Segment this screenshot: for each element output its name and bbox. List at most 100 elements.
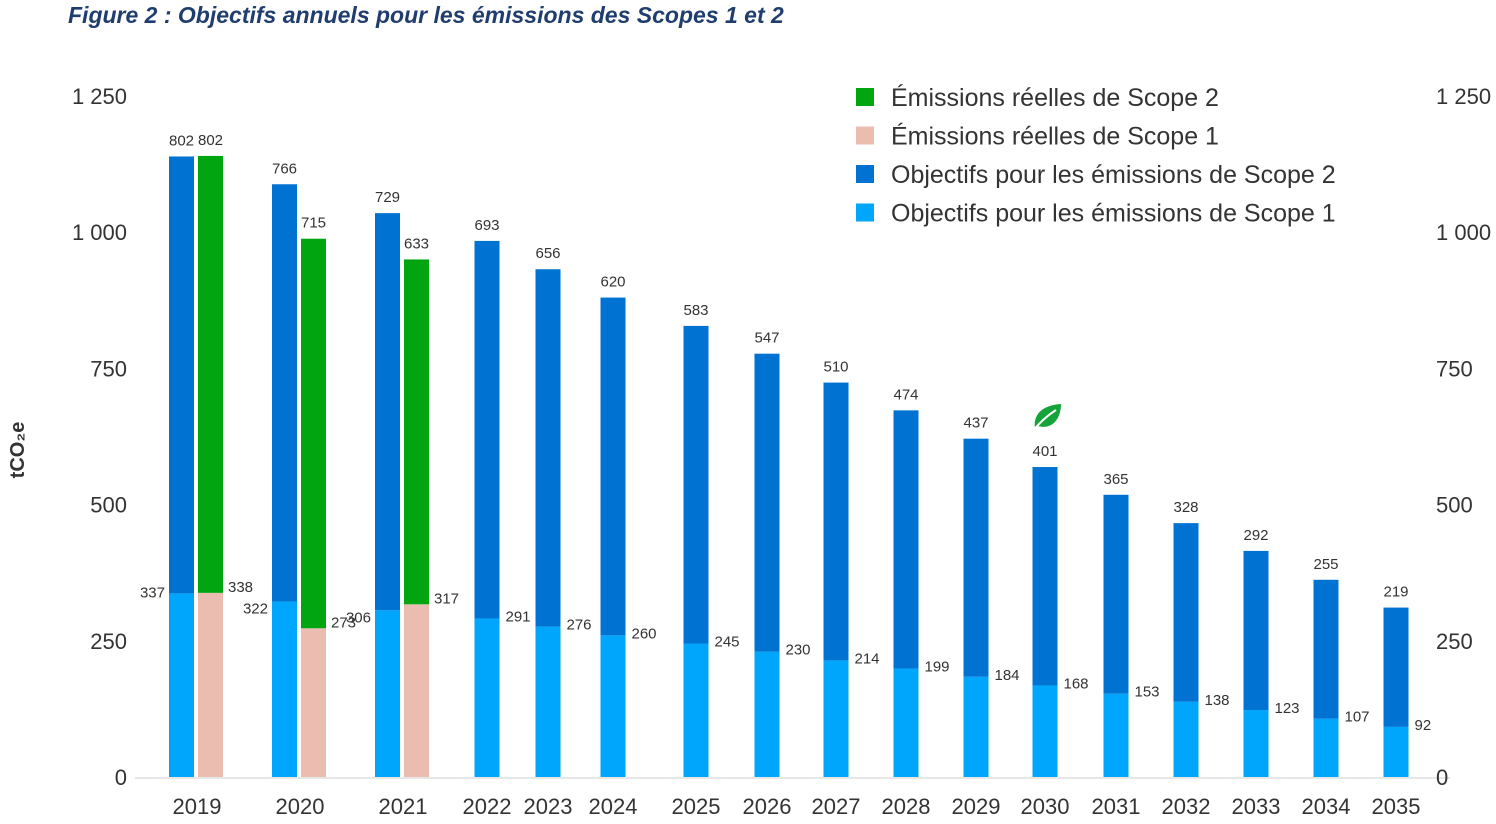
data-label-actual-scope2: 633 xyxy=(404,235,429,252)
data-label-actual-scope1: 317 xyxy=(434,590,459,607)
bar-target-scope2 xyxy=(1032,467,1058,686)
bar-target-scope2 xyxy=(823,382,849,661)
data-label-target-scope1: 107 xyxy=(1345,709,1370,726)
x-tick-label: 2019 xyxy=(173,794,222,819)
y-tick-label-left: 1 250 xyxy=(72,84,127,109)
x-tick-label: 2032 xyxy=(1162,794,1211,819)
x-tick-label: 2024 xyxy=(589,794,638,819)
bar-target-scope2 xyxy=(683,325,709,644)
x-tick-label: 2034 xyxy=(1302,794,1351,819)
bar-target-scope2 xyxy=(1383,607,1409,727)
data-label-target-scope1: 199 xyxy=(925,659,950,676)
legend-label: Émissions réelles de Scope 1 xyxy=(891,122,1219,151)
x-tick-label: 2031 xyxy=(1092,794,1141,819)
bar-target-scope2 xyxy=(1103,494,1129,694)
data-label-target-scope1: 260 xyxy=(632,625,657,642)
data-label-target-scope1: 184 xyxy=(995,667,1020,684)
x-tick-label: 2028 xyxy=(882,794,931,819)
data-label-target-scope2: 510 xyxy=(823,359,848,376)
y-tick-label-left: 750 xyxy=(90,356,127,381)
bar-target-scope1 xyxy=(1173,701,1199,777)
data-label-target-scope2: 693 xyxy=(474,217,499,234)
data-label-actual-scope1: 273 xyxy=(331,614,356,631)
y-tick-label-left: 1 000 xyxy=(72,220,127,245)
data-label-target-scope2: 656 xyxy=(535,245,560,262)
data-label-target-scope1: 123 xyxy=(1275,700,1300,717)
data-label-target-scope1: 337 xyxy=(140,584,165,601)
bar-target-scope1 xyxy=(823,660,849,777)
y-tick-label-left: 0 xyxy=(115,765,127,790)
data-label-target-scope1: 245 xyxy=(715,634,740,651)
leaf-icon xyxy=(1031,404,1061,433)
y-tick-label-right: 750 xyxy=(1436,356,1473,381)
data-label-target-scope1: 214 xyxy=(855,650,880,667)
bar-target-scope1 xyxy=(683,643,709,777)
bar-target-scope1 xyxy=(600,635,626,777)
bar-target-scope1 xyxy=(169,593,194,777)
x-tick-label: 2033 xyxy=(1232,794,1281,819)
y-tick-label-right: 250 xyxy=(1436,629,1473,654)
x-tick-label: 2030 xyxy=(1021,794,1070,819)
bar-target-scope2 xyxy=(963,438,989,677)
legend-label: Objectifs pour les émissions de Scope 2 xyxy=(891,161,1336,189)
data-label-target-scope2: 766 xyxy=(272,160,297,177)
data-label-target-scope2: 328 xyxy=(1173,499,1198,516)
data-label-target-scope1: 138 xyxy=(1205,692,1230,709)
data-label-target-scope1: 306 xyxy=(346,609,371,626)
leaf-vein xyxy=(1031,409,1057,433)
legend-label: Objectifs pour les émissions de Scope 1 xyxy=(891,200,1336,228)
legend-label: Émissions réelles de Scope 2 xyxy=(891,83,1219,112)
y-axis-label: tCO₂e xyxy=(7,422,29,479)
y-tick-label-right: 500 xyxy=(1436,493,1473,518)
bar-actual-scope1 xyxy=(301,628,326,777)
legend-swatch xyxy=(856,165,874,183)
data-label-target-scope1: 276 xyxy=(567,617,592,634)
bar-target-scope2 xyxy=(600,297,626,636)
bar-target-scope1 xyxy=(474,618,500,777)
data-label-target-scope2: 365 xyxy=(1103,471,1128,488)
data-label-target-scope2: 401 xyxy=(1032,443,1057,460)
x-tick-label: 2029 xyxy=(952,794,1001,819)
x-tick-label: 2027 xyxy=(812,794,861,819)
data-label-actual-scope2: 802 xyxy=(198,132,223,149)
data-label-target-scope1: 230 xyxy=(786,642,811,659)
data-label-target-scope2: 255 xyxy=(1313,556,1338,573)
x-tick-label: 2023 xyxy=(524,794,573,819)
bar-target-scope2 xyxy=(1173,523,1199,702)
data-label-target-scope2: 802 xyxy=(169,132,194,149)
data-label-target-scope1: 153 xyxy=(1135,684,1160,701)
bar-target-scope2 xyxy=(272,184,297,602)
x-tick-label: 2021 xyxy=(379,794,428,819)
chart-title: Figure 2 : Objectifs annuels pour les ém… xyxy=(68,2,784,28)
data-label-target-scope2: 292 xyxy=(1243,527,1268,544)
data-label-target-scope2: 219 xyxy=(1383,584,1408,601)
legend-swatch xyxy=(856,203,874,222)
data-label-target-scope2: 729 xyxy=(375,189,400,206)
data-label-target-scope1: 322 xyxy=(243,601,268,618)
x-tick-label: 2025 xyxy=(672,794,721,819)
y-tick-label-left: 500 xyxy=(90,493,127,518)
bar-target-scope2 xyxy=(375,213,400,611)
bar-target-scope1 xyxy=(375,610,400,777)
bar-actual-scope1 xyxy=(404,604,429,777)
legend-swatch xyxy=(856,126,874,145)
bar-target-scope1 xyxy=(1032,685,1058,777)
y-tick-label-left: 250 xyxy=(90,629,127,654)
x-tick-label: 2022 xyxy=(463,794,512,819)
data-label-target-scope2: 620 xyxy=(600,274,625,291)
bar-target-scope1 xyxy=(1103,693,1129,777)
bar-actual-scope1 xyxy=(198,592,223,777)
data-label-target-scope2: 583 xyxy=(683,302,708,319)
bar-target-scope2 xyxy=(1313,579,1339,719)
bar-target-scope1 xyxy=(1313,718,1339,777)
data-label-actual-scope2: 715 xyxy=(301,215,326,232)
bar-target-scope2 xyxy=(893,410,919,669)
y-tick-label-right: 1 250 xyxy=(1436,84,1491,109)
data-label-target-scope2: 437 xyxy=(963,415,988,432)
y-tick-label-right: 0 xyxy=(1436,765,1448,790)
data-label-target-scope1: 92 xyxy=(1415,717,1432,734)
bar-target-scope1 xyxy=(272,601,297,777)
x-tick-label: 2035 xyxy=(1372,794,1421,819)
bar-actual-scope2 xyxy=(301,238,326,629)
